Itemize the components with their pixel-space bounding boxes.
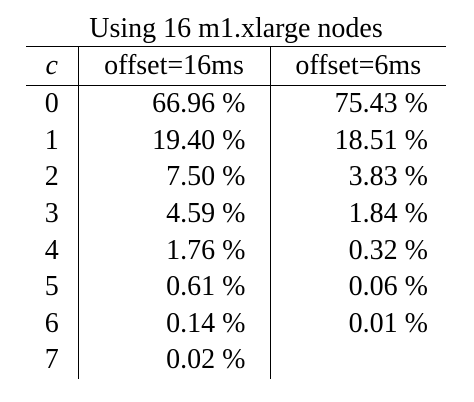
cell-c: 0	[44, 88, 59, 120]
table-row: 3 4.59 % 1.84 %	[26, 195, 446, 233]
header-row: c offset=16ms offset=6ms	[26, 46, 446, 86]
cell-offset-16ms: 19.40 %	[77, 122, 270, 160]
cell-c: 2	[44, 161, 59, 193]
cell-offset-6ms: 75.43 %	[269, 85, 446, 123]
table-row: 2 7.50 % 3.83 %	[26, 159, 446, 196]
cell-c: 1	[44, 124, 59, 156]
header-c: c	[26, 46, 78, 86]
table-caption: Using 16 m1.xlarge nodes	[89, 13, 383, 44]
cell-c: 5	[44, 271, 59, 303]
table-row: 0 66.96 % 75.43 %	[26, 85, 446, 123]
cell-c: 6	[44, 307, 59, 339]
table-row: 5 0.61 % 0.06 %	[26, 268, 446, 306]
table-row: 1 19.40 % 18.51 %	[26, 122, 446, 160]
results-table: c offset=16ms offset=6ms 0 66.96 % 75.43…	[26, 46, 446, 379]
cell-offset-6ms: 0.06 %	[269, 268, 446, 306]
cell-offset-16ms: 0.14 %	[77, 305, 270, 343]
cell-offset-16ms: 0.61 %	[77, 268, 270, 306]
cell-offset-16ms: 1.76 %	[77, 232, 270, 269]
cell-offset-16ms: 0.02 %	[77, 342, 270, 379]
cell-offset-6ms	[269, 342, 446, 379]
cell-offset-6ms: 1.84 %	[269, 195, 446, 233]
cell-offset-6ms: 0.01 %	[269, 305, 446, 343]
results-table-container: Using 16 m1.xlarge nodes c offset=16ms o…	[26, 12, 446, 379]
header-offset-16ms: offset=16ms	[77, 46, 270, 86]
cell-offset-16ms: 7.50 %	[77, 159, 270, 196]
cell-c: 7	[44, 344, 59, 376]
table-row: 4 1.76 % 0.32 %	[26, 232, 446, 269]
header-offset-6ms: offset=6ms	[269, 46, 446, 86]
cell-offset-6ms: 0.32 %	[269, 232, 446, 269]
cell-offset-6ms: 3.83 %	[269, 159, 446, 196]
cell-c: 4	[44, 234, 59, 266]
cell-c: 3	[44, 198, 59, 230]
table-row: 7 0.02 %	[26, 342, 446, 379]
table-row: 6 0.14 % 0.01 %	[26, 305, 446, 343]
cell-offset-16ms: 4.59 %	[77, 195, 270, 233]
cell-offset-16ms: 66.96 %	[77, 85, 270, 123]
cell-offset-6ms: 18.51 %	[269, 122, 446, 160]
